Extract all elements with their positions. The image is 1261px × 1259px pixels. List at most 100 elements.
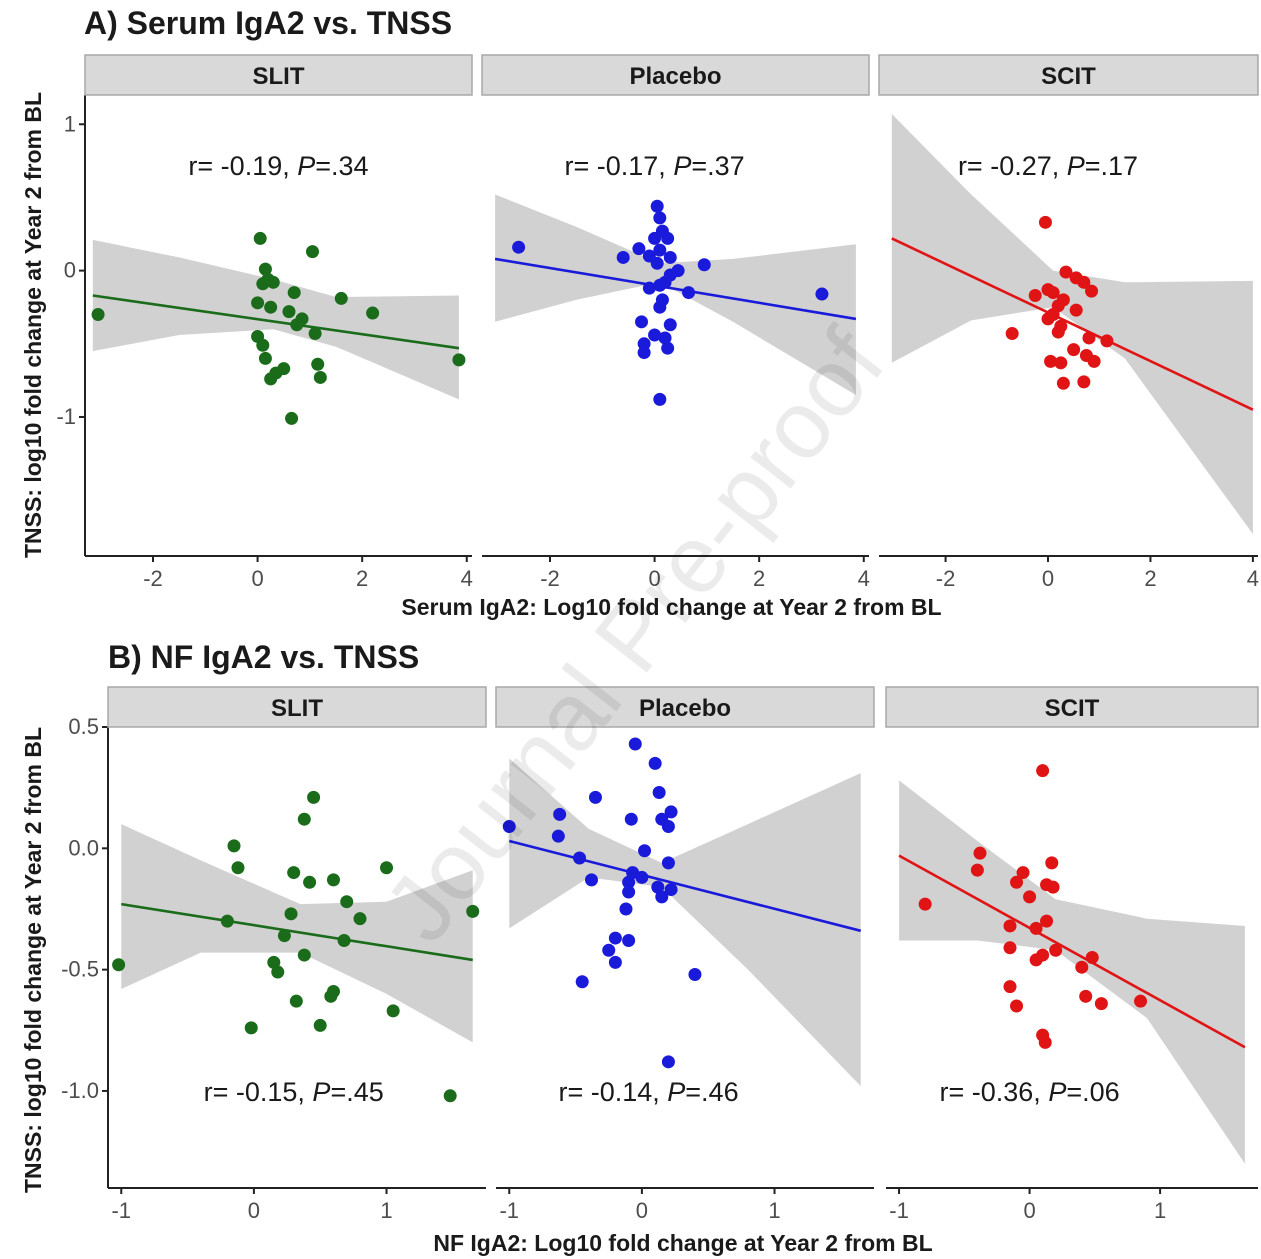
- data-point: [1029, 921, 1043, 935]
- x-tick-label: 2: [356, 566, 368, 591]
- correlation-stat: r= -0.27, P=.17: [958, 151, 1138, 181]
- facet-placebo: Placebo r= -0.17, P=.37 -2 0 2 4: [481, 54, 870, 591]
- data-point: [648, 756, 662, 770]
- data-point: [551, 829, 565, 843]
- data-point: [653, 278, 667, 292]
- data-point: [616, 250, 630, 264]
- data-point: [575, 975, 589, 989]
- data-point: [608, 931, 622, 945]
- y-tick-label: -1.0: [61, 1078, 99, 1103]
- facet-strip: [107, 686, 487, 728]
- data-point: [1028, 288, 1042, 302]
- stat-r: r= -0.19,: [188, 151, 297, 181]
- data-point: [311, 357, 325, 371]
- data-point: [502, 819, 516, 833]
- x-axis-label: NF IgA2: Log10 fold change at Year 2 fro…: [433, 1230, 932, 1256]
- data-point: [1045, 856, 1059, 870]
- stat-p-symbol: P: [667, 1077, 685, 1107]
- confidence-band: [92, 239, 459, 400]
- data-point: [289, 994, 303, 1008]
- data-point: [815, 287, 829, 301]
- stat-p-value: =.45: [330, 1077, 383, 1107]
- x-tick-label: 0: [248, 1198, 260, 1223]
- facet-placebo: Placebo r= -0.14, P=.46 -1 0 1: [495, 686, 875, 1223]
- data-point: [1038, 1035, 1052, 1049]
- data-point: [353, 912, 367, 926]
- data-point: [973, 846, 987, 860]
- data-point: [337, 934, 351, 948]
- data-point: [1075, 960, 1089, 974]
- data-point: [227, 839, 241, 853]
- data-point: [244, 1021, 258, 1035]
- data-point: [663, 318, 677, 332]
- y-tick-label: -1: [56, 404, 76, 429]
- x-tick-label: 4: [858, 566, 870, 591]
- data-point: [635, 870, 649, 884]
- x-tick-label: 2: [1144, 566, 1156, 591]
- stat-p-symbol: P: [1067, 151, 1085, 181]
- data-point: [650, 199, 664, 213]
- data-point: [653, 392, 667, 406]
- x-tick-label: 0: [648, 566, 660, 591]
- data-point: [553, 807, 567, 821]
- data-point: [637, 346, 651, 360]
- data-point: [648, 231, 662, 245]
- data-point: [624, 812, 638, 826]
- data-point: [231, 861, 245, 875]
- data-point: [622, 875, 636, 889]
- data-point: [305, 245, 319, 259]
- stat-p-value: =.17: [1085, 151, 1138, 181]
- facet-strip-label: Placebo: [639, 695, 731, 722]
- data-point: [661, 856, 675, 870]
- y-tick-label: 0.0: [68, 835, 99, 860]
- data-point: [1003, 980, 1017, 994]
- x-tick-label: 1: [380, 1198, 392, 1223]
- data-point: [466, 904, 480, 918]
- data-point: [308, 327, 322, 341]
- x-tick-label: 1: [1154, 1198, 1166, 1223]
- x-tick-label: 0: [251, 566, 263, 591]
- confidence-band: [495, 194, 856, 395]
- regression-line: [891, 237, 1254, 411]
- data-point: [661, 1055, 675, 1069]
- data-point: [290, 318, 304, 332]
- plot-area: [891, 114, 1254, 534]
- facet-slit: SLIT r= -0.15, P=.45 -1 0 1: [107, 686, 487, 1223]
- data-point: [287, 286, 301, 300]
- data-point: [1059, 265, 1073, 279]
- stat-r: r= -0.27,: [958, 151, 1067, 181]
- y-axis-label: TNSS: log10 fold change at Year 2 from B…: [20, 727, 46, 1193]
- y-tick-label: 0: [64, 258, 76, 283]
- data-point: [648, 328, 662, 342]
- plot-area: [898, 764, 1246, 1164]
- y-tick-label: 0.5: [68, 714, 99, 739]
- data-point: [443, 1089, 457, 1103]
- data-point: [918, 897, 932, 911]
- stat-p-value: =.06: [1066, 1077, 1119, 1107]
- data-point: [661, 819, 675, 833]
- data-point: [653, 300, 667, 314]
- data-point: [1040, 914, 1054, 928]
- data-point: [1067, 343, 1081, 357]
- data-point: [512, 240, 526, 254]
- regression-line: [898, 854, 1246, 1049]
- data-point: [642, 281, 656, 295]
- panel-A: A) Serum IgA2 vs. TNSS TNSS: log10 fold c…: [20, 5, 1259, 620]
- data-point: [573, 851, 587, 865]
- data-point: [608, 955, 622, 969]
- data-point: [1134, 994, 1148, 1008]
- panel-title: A) Serum IgA2 vs. TNSS: [84, 5, 452, 41]
- data-point: [628, 737, 642, 751]
- stat-p-symbol: P: [673, 151, 691, 181]
- x-tick-label: 1: [768, 1198, 780, 1223]
- data-point: [619, 902, 633, 916]
- facet-strip-label: SCIT: [1041, 63, 1096, 90]
- stat-r: r= -0.36,: [940, 1077, 1049, 1107]
- data-point: [1046, 286, 1060, 300]
- data-point: [264, 372, 278, 386]
- data-point: [1041, 312, 1055, 326]
- plot-area: [91, 231, 466, 425]
- data-point: [366, 306, 380, 320]
- confidence-band: [891, 114, 1253, 534]
